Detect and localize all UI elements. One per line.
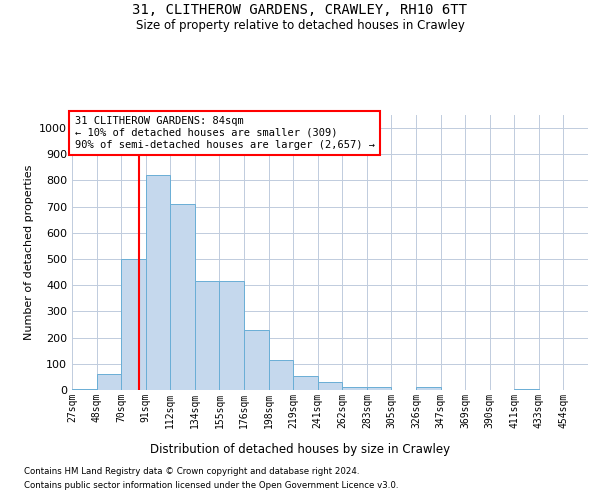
Bar xyxy=(342,387,367,390)
Text: Contains HM Land Registry data © Crown copyright and database right 2024.: Contains HM Land Registry data © Crown c… xyxy=(24,468,359,476)
Text: Size of property relative to detached houses in Crawley: Size of property relative to detached ho… xyxy=(136,19,464,32)
Bar xyxy=(97,374,121,390)
Bar xyxy=(293,376,318,390)
Bar xyxy=(195,282,220,390)
Bar xyxy=(269,360,293,390)
Bar xyxy=(121,259,146,390)
Y-axis label: Number of detached properties: Number of detached properties xyxy=(23,165,34,340)
Bar xyxy=(220,282,244,390)
Bar xyxy=(170,204,195,390)
Text: Distribution of detached houses by size in Crawley: Distribution of detached houses by size … xyxy=(150,442,450,456)
Text: 31, CLITHEROW GARDENS, CRAWLEY, RH10 6TT: 31, CLITHEROW GARDENS, CRAWLEY, RH10 6TT xyxy=(133,2,467,16)
Bar xyxy=(416,388,440,390)
Text: Contains public sector information licensed under the Open Government Licence v3: Contains public sector information licen… xyxy=(24,481,398,490)
Bar xyxy=(514,388,539,390)
Bar xyxy=(146,175,170,390)
Bar xyxy=(367,387,391,390)
Text: 31 CLITHEROW GARDENS: 84sqm
← 10% of detached houses are smaller (309)
90% of se: 31 CLITHEROW GARDENS: 84sqm ← 10% of det… xyxy=(74,116,374,150)
Bar xyxy=(72,388,97,390)
Bar xyxy=(318,382,342,390)
Bar xyxy=(244,330,269,390)
